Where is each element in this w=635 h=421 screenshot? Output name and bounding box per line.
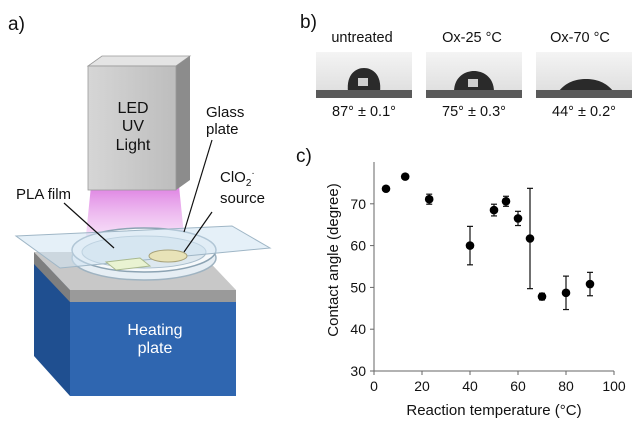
data-point [381,184,391,194]
clo2-label: ClO2· source [220,168,265,207]
x-tick-label: 100 [602,378,626,394]
droplet-label-ox25: Ox-25 °C [442,30,502,46]
led-label: LED UV Light [108,100,158,155]
droplet-label-ox70: Ox-70 °C [550,30,610,46]
glass-plate [14,225,272,269]
data-point [489,205,499,215]
led-label-line-2: UV [121,118,145,136]
panel-a-label: a) [8,14,25,35]
clo2-sup: · [251,168,255,179]
y-tick-label: 50 [350,279,366,295]
data-point [501,196,511,206]
chart-marks [381,172,595,311]
clo2-source-label: source [220,189,266,207]
heating-plate-side [34,262,70,396]
clo2-main: ClO [220,169,246,186]
x-tick-label: 0 [370,378,378,394]
droplet-photo-untreated [316,52,412,98]
clo2-source [148,249,188,263]
glass-label-line-1: Glass [206,104,245,121]
panel-b-label: b) [300,12,317,33]
data-point [400,172,410,181]
pla-film [104,257,152,271]
led-label-line-1: LED [117,100,149,117]
droplet-photo-ox25 [426,52,522,98]
x-tick-label: 80 [558,378,574,394]
y-tick-label: 40 [350,321,366,337]
data-point [561,288,571,298]
chart-ticks: 0 20 40 60 80 100 30 40 50 60 70 [350,196,625,394]
x-tick-label: 60 [510,378,526,394]
data-point [585,279,595,289]
clo2-formula: ClO2· [220,168,265,190]
y-axis-label: Contact angle (degree) [325,183,342,336]
led-uv-light [87,65,177,191]
droplet-label-untreated: untreated [331,30,393,46]
x-axis-label: Reaction temperature (°C) [406,402,581,419]
y-tick-label: 60 [350,238,366,254]
panel-c-label: c) [296,146,312,167]
chart-axes [373,162,614,372]
glass-plate-label: Glass plate [206,104,244,139]
x-tick-label: 40 [462,378,478,394]
data-point [537,292,547,301]
glass-label-line-2: plate [206,121,239,139]
data-point [465,241,475,250]
heating-plate-label: Heating plate [110,322,200,359]
angle-ox25: 75° ± 0.3° [442,104,506,120]
heating-label-line-1: Heating [127,322,183,339]
data-point [513,214,523,223]
reactor-schematic [14,55,272,396]
heating-label-line-2: plate [137,340,173,358]
contact-angle-chart: 0 20 40 60 80 100 30 40 50 60 70 Reaction temperat… [325,162,626,419]
clo2-sub: 2 [245,178,252,189]
led-label-line-3: Light [115,136,151,154]
y-tick-label: 70 [350,196,366,212]
x-tick-label: 20 [414,378,430,394]
pla-film-label: PLA film [16,186,72,203]
droplet-photo-ox70 [536,52,632,98]
angle-untreated: 87° ± 0.1° [332,104,396,120]
data-point [525,234,535,243]
data-point [424,194,434,204]
angle-ox70: 44° ± 0.2° [552,104,616,120]
y-tick-label: 30 [350,363,366,379]
heating-plate-front [70,300,236,396]
